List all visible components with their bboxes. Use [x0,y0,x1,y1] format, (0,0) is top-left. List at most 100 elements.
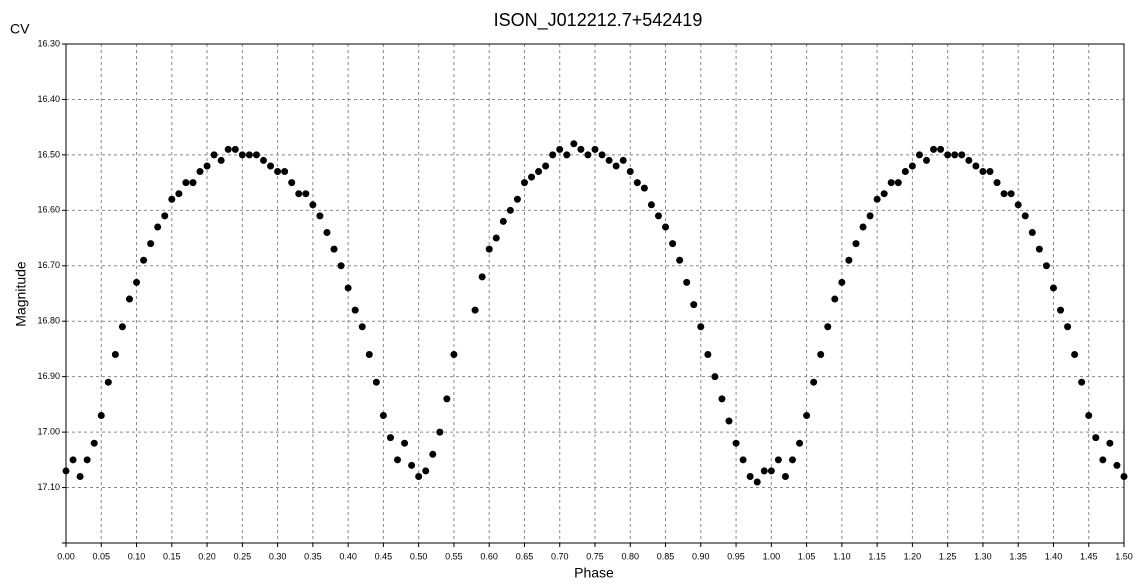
x-tick-label: 1.15 [868,551,886,561]
data-point [542,162,550,170]
data-point [683,278,691,286]
data-point [520,179,528,187]
data-point [556,145,564,153]
y-axis-label: Magnitude [13,261,29,327]
data-point [450,350,458,358]
data-point [97,411,105,419]
x-tick-label: 1.10 [833,551,851,561]
data-point [217,156,225,164]
data-point [140,256,148,264]
x-tick-label: 0.15 [163,551,181,561]
data-point [669,240,677,248]
data-point [732,439,740,447]
data-point [605,156,613,164]
y-tick-label: 16.70 [37,260,60,270]
x-tick-label: 0.25 [234,551,252,561]
x-tick-label: 0.50 [410,551,428,561]
data-point [993,179,1001,187]
data-point [986,168,994,176]
data-point [584,151,592,159]
data-point [577,145,585,153]
data-point [203,162,211,170]
data-point [76,472,84,480]
data-point [1021,212,1029,220]
data-point [958,151,966,159]
data-point [972,162,980,170]
data-point [125,295,133,303]
data-point [175,190,183,198]
data-point [866,212,874,220]
data-point [168,195,176,203]
data-point [372,378,380,386]
y-tick-label: 17.10 [37,482,60,492]
data-point [654,212,662,220]
y-tick-label: 17.00 [37,426,60,436]
data-point [330,245,338,253]
data-point [478,273,486,281]
data-point [288,179,296,187]
x-tick-label: 0.80 [622,551,640,561]
x-tick-label: 1.40 [1045,551,1063,561]
x-tick-label: 0.00 [57,551,75,561]
data-point [316,212,324,220]
data-point [690,301,698,309]
data-point [252,151,260,159]
y-tick-label: 16.30 [37,38,60,48]
data-point [535,168,543,176]
x-tick-label: 0.60 [480,551,498,561]
data-point [104,378,112,386]
y-tick-label: 16.40 [37,94,60,104]
data-point [662,223,670,231]
data-point [506,206,514,214]
data-point [774,456,782,464]
data-point [443,395,451,403]
data-point [302,190,310,198]
data-point [1049,284,1057,292]
data-point [901,168,909,176]
data-point [267,162,275,170]
x-tick-label: 0.65 [516,551,534,561]
data-point [337,262,345,270]
data-point [1057,306,1065,314]
x-tick-label: 1.00 [763,551,781,561]
data-point [118,323,126,331]
data-point [281,168,289,176]
x-tick-label: 0.20 [198,551,216,561]
data-point [528,173,536,181]
data-point [365,350,373,358]
data-point [513,195,521,203]
data-point [873,195,881,203]
data-point [598,151,606,159]
data-point [189,179,197,187]
data-point [1000,190,1008,198]
data-point [626,168,634,176]
data-point [224,145,232,153]
data-point [1014,201,1022,209]
data-point [429,450,437,458]
data-point [83,456,91,464]
data-point [182,179,190,187]
data-point [908,162,916,170]
data-point [796,439,804,447]
x-tick-label: 0.30 [269,551,287,561]
data-point [196,168,204,176]
data-point [401,439,409,447]
data-point [90,439,98,447]
data-point [147,240,155,248]
y-tick-label: 16.80 [37,316,60,326]
data-point [1106,439,1114,447]
x-tick-label: 1.05 [798,551,816,561]
x-tick-label: 0.95 [727,551,745,561]
plot-frame [65,43,1125,544]
data-point [1078,378,1086,386]
data-point [894,179,902,187]
data-point [344,284,352,292]
x-tick-label: 0.75 [586,551,604,561]
data-point [788,456,796,464]
data-point [161,212,169,220]
data-point [1113,461,1121,469]
data-point [619,156,627,164]
x-tick-label: 0.10 [128,551,146,561]
data-point [238,151,246,159]
data-point [245,151,253,159]
